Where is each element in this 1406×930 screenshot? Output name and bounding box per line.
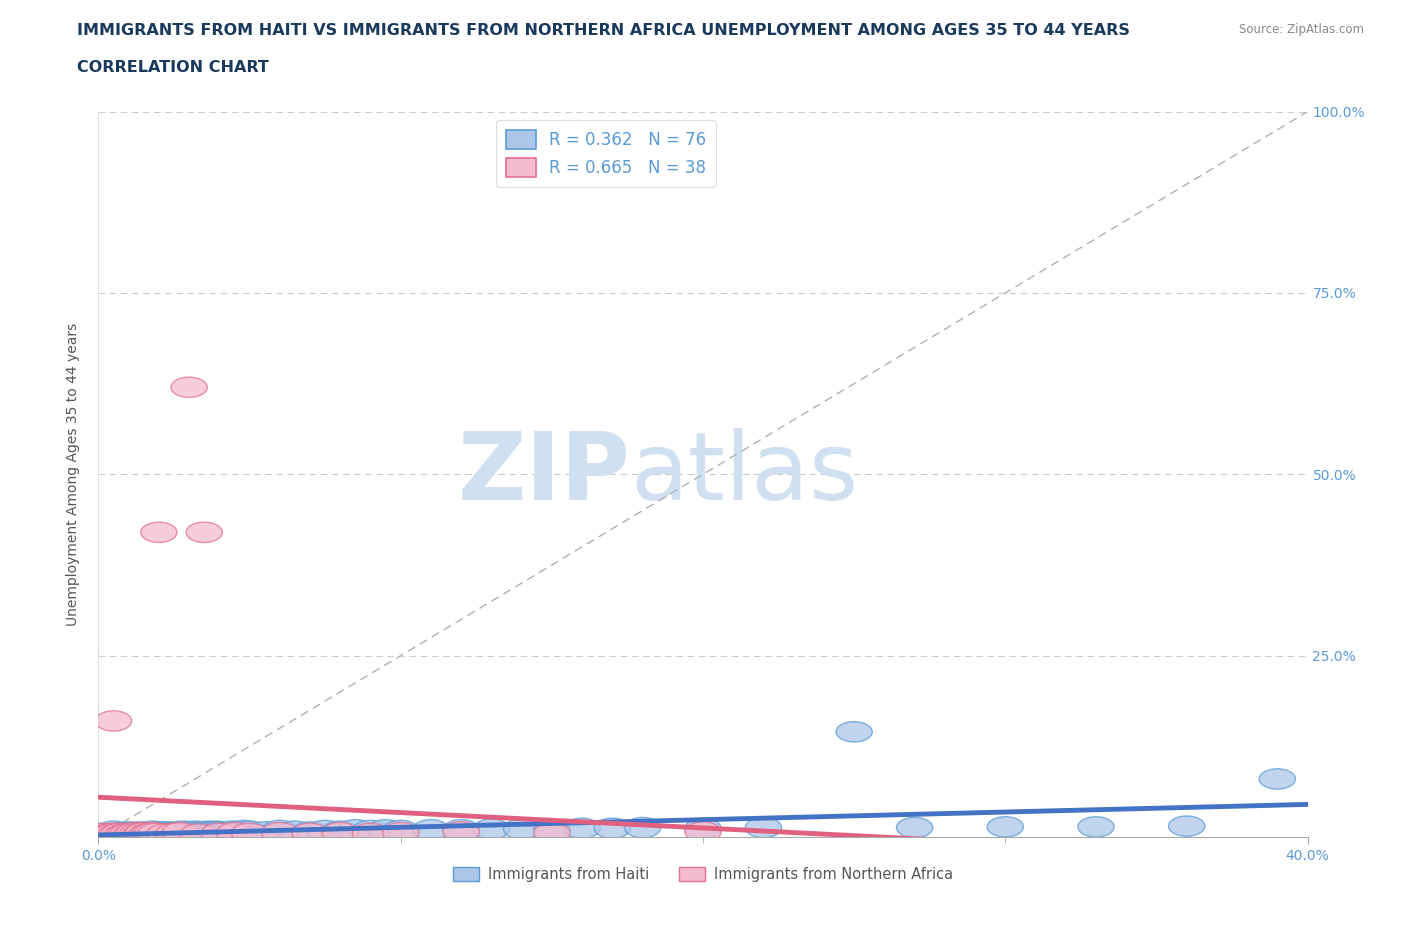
Legend: Immigrants from Haiti, Immigrants from Northern Africa: Immigrants from Haiti, Immigrants from N… bbox=[447, 860, 959, 888]
Text: ZIP: ZIP bbox=[457, 429, 630, 520]
Text: atlas: atlas bbox=[630, 429, 859, 520]
Text: Source: ZipAtlas.com: Source: ZipAtlas.com bbox=[1239, 23, 1364, 36]
Text: CORRELATION CHART: CORRELATION CHART bbox=[77, 60, 269, 75]
Y-axis label: Unemployment Among Ages 35 to 44 years: Unemployment Among Ages 35 to 44 years bbox=[66, 323, 80, 626]
Text: IMMIGRANTS FROM HAITI VS IMMIGRANTS FROM NORTHERN AFRICA UNEMPLOYMENT AMONG AGES: IMMIGRANTS FROM HAITI VS IMMIGRANTS FROM… bbox=[77, 23, 1130, 38]
